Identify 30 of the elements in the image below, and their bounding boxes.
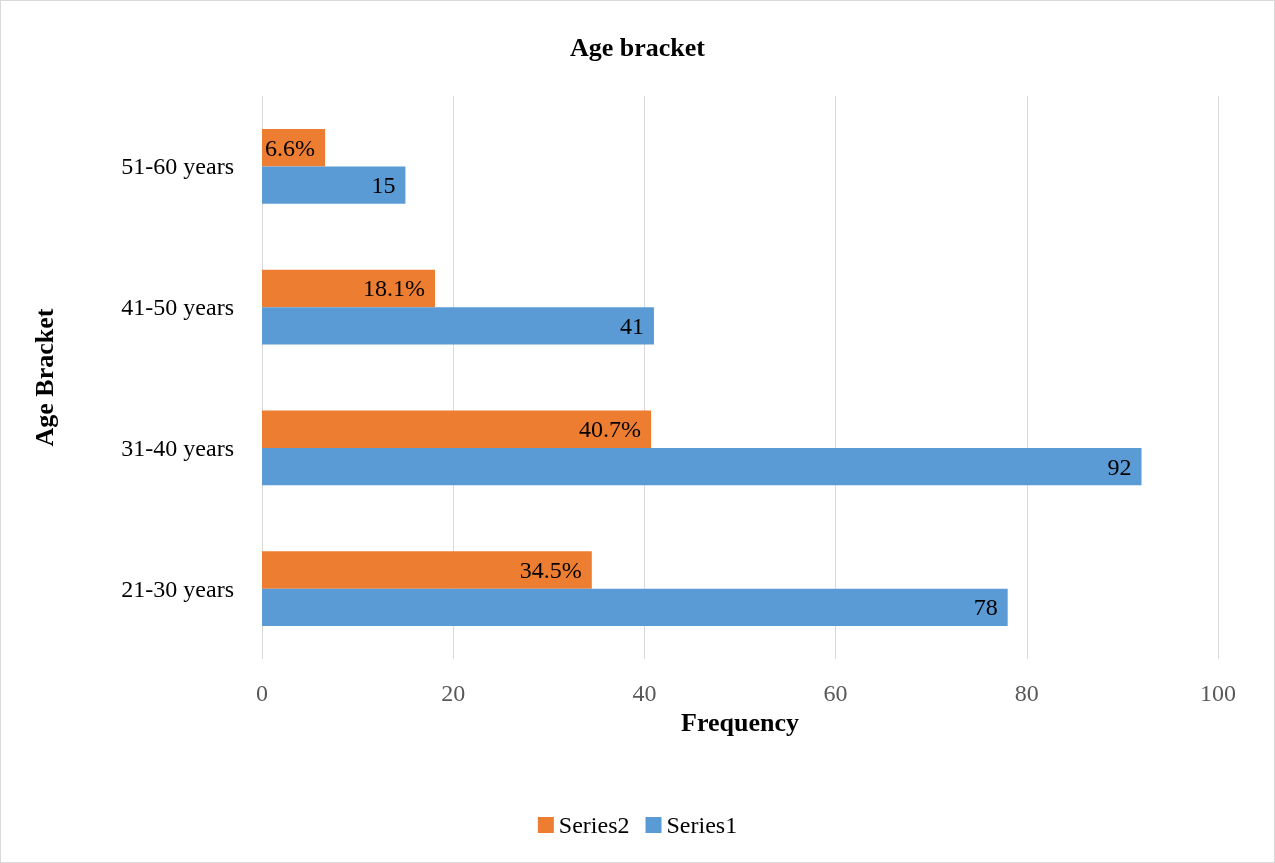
- bar: [262, 447, 1142, 486]
- data-label: 78: [973, 594, 998, 621]
- data-label: 15: [371, 172, 396, 199]
- x-tick-label: 40: [632, 680, 657, 706]
- y-tick-label: 21-30 years: [121, 575, 234, 602]
- data-label: 41: [619, 312, 644, 339]
- bar: [262, 588, 1008, 626]
- x-axis-title: Frequency: [681, 708, 799, 738]
- bar: [262, 166, 406, 204]
- y-tick-label: 51-60 years: [121, 153, 234, 180]
- bar: [262, 269, 436, 308]
- x-tick-label: 0: [256, 680, 268, 706]
- legend-label: Series2: [558, 812, 630, 838]
- y-axis-title: Age Bracket: [29, 308, 59, 447]
- y-tick-label: 41-50 years: [121, 294, 234, 321]
- data-label: 92: [1107, 453, 1132, 480]
- bar: [262, 551, 592, 589]
- x-tick-label: 80: [1014, 680, 1039, 706]
- x-tick-label: 60: [823, 680, 848, 706]
- chart-title: Age bracket: [569, 32, 706, 62]
- bar: [262, 307, 654, 345]
- data-label: 34.5%: [519, 556, 582, 583]
- data-label: 6.6%: [265, 134, 316, 161]
- data-label: 40.7%: [579, 416, 642, 443]
- y-tick-label: 31-40 years: [121, 434, 234, 461]
- data-label: 18.1%: [363, 275, 426, 302]
- x-tick-label: 100: [1200, 680, 1236, 706]
- legend-label: Series1: [666, 812, 738, 838]
- x-tick-label: 20: [441, 680, 466, 706]
- bar: [262, 410, 652, 448]
